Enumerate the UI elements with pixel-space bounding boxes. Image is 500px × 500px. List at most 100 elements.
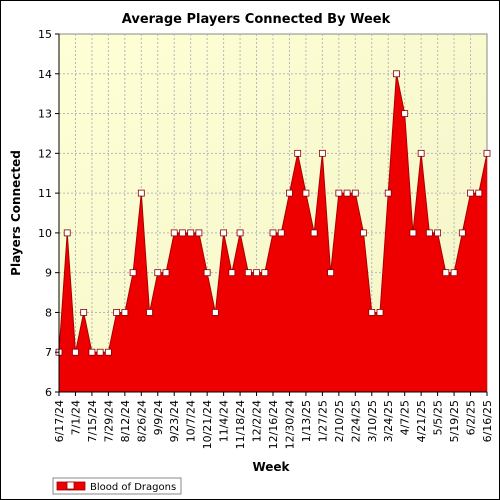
y-tick-label: 8 bbox=[45, 306, 52, 319]
x-tick-label: 12/2/24 bbox=[251, 400, 264, 442]
x-tick-label: 10/7/24 bbox=[185, 400, 198, 442]
y-tick-label: 13 bbox=[38, 108, 52, 121]
series-0 bbox=[55, 70, 491, 392]
x-tick-label: 11/18/24 bbox=[234, 400, 247, 449]
data-point bbox=[203, 269, 211, 277]
data-point bbox=[228, 269, 236, 277]
x-tick-label: 6/2/25 bbox=[465, 400, 478, 435]
data-point bbox=[220, 229, 228, 237]
y-tick-label: 14 bbox=[38, 68, 52, 81]
data-point bbox=[195, 229, 203, 237]
data-point bbox=[80, 309, 88, 316]
y-tick-label: 12 bbox=[38, 147, 52, 160]
data-point bbox=[104, 348, 112, 356]
series-layer bbox=[55, 70, 491, 392]
y-axis-title: Players Connected bbox=[9, 150, 23, 276]
x-tick-label: 3/24/25 bbox=[382, 400, 395, 442]
x-tick-label: 7/1/24 bbox=[69, 400, 82, 435]
x-tick-label: 4/7/25 bbox=[399, 400, 412, 435]
data-point bbox=[310, 229, 318, 237]
data-point bbox=[343, 189, 351, 197]
data-point bbox=[368, 309, 376, 316]
data-point bbox=[467, 189, 474, 197]
data-point bbox=[483, 149, 491, 157]
y-tick-label: 10 bbox=[38, 227, 52, 240]
data-point bbox=[244, 269, 252, 277]
legend-marker bbox=[66, 481, 75, 490]
data-point bbox=[146, 309, 153, 316]
x-tick-label: 12/16/24 bbox=[267, 400, 280, 449]
data-point bbox=[113, 309, 121, 316]
data-point bbox=[327, 269, 335, 277]
x-tick-label: 1/13/25 bbox=[300, 400, 313, 442]
y-tick-label: 9 bbox=[45, 267, 52, 280]
x-tick-label: 9/9/24 bbox=[152, 400, 165, 435]
x-tick-label: 12/30/24 bbox=[283, 400, 296, 449]
x-tick-label: 6/16/25 bbox=[481, 400, 494, 442]
data-point bbox=[269, 229, 277, 237]
y-tick-label: 15 bbox=[38, 28, 52, 41]
legend: Blood of Dragons bbox=[52, 477, 182, 495]
data-point bbox=[170, 229, 178, 237]
data-point bbox=[376, 309, 384, 316]
data-point bbox=[458, 229, 466, 237]
data-point bbox=[409, 229, 417, 237]
data-point bbox=[401, 110, 409, 117]
y-tick-label: 11 bbox=[38, 187, 52, 200]
data-point bbox=[302, 189, 310, 197]
data-point bbox=[335, 189, 343, 197]
x-tick-label: 2/10/25 bbox=[333, 400, 346, 442]
data-point bbox=[187, 229, 195, 237]
data-point bbox=[179, 229, 186, 237]
x-tick-label: 7/29/24 bbox=[102, 400, 115, 442]
data-point bbox=[360, 229, 367, 237]
x-tick-label: 4/21/25 bbox=[415, 400, 428, 442]
data-point bbox=[129, 269, 137, 277]
data-point bbox=[277, 229, 285, 237]
data-point bbox=[442, 269, 450, 277]
y-tick-label: 7 bbox=[45, 346, 52, 359]
data-point bbox=[236, 229, 244, 237]
data-point bbox=[96, 348, 104, 356]
data-point bbox=[393, 70, 400, 78]
data-point bbox=[253, 269, 260, 277]
x-tick-label: 8/12/24 bbox=[119, 400, 132, 442]
data-point bbox=[137, 189, 145, 197]
data-point bbox=[450, 269, 458, 277]
axes: 6 7 8 9 10 11 12 13 14 15 6/17/24 7/1/24 7/15/24 7/29… bbox=[38, 28, 494, 449]
data-point bbox=[72, 348, 79, 356]
data-point bbox=[425, 229, 433, 237]
x-tick-label: 8/26/24 bbox=[135, 400, 148, 442]
x-tick-label: 11/4/24 bbox=[218, 400, 231, 442]
data-point bbox=[88, 348, 96, 356]
data-point bbox=[318, 149, 326, 157]
data-point bbox=[417, 149, 425, 157]
data-point bbox=[211, 309, 219, 316]
legend-label: Blood of Dragons bbox=[90, 482, 176, 493]
data-point bbox=[261, 269, 269, 277]
x-axis-title: Week bbox=[252, 460, 290, 474]
x-tick-label: 5/5/25 bbox=[432, 400, 445, 435]
chart-title: Average Players Connected By Week bbox=[122, 12, 391, 27]
x-tick-label: 6/17/24 bbox=[53, 400, 66, 442]
x-tick-label: 3/10/25 bbox=[366, 400, 379, 442]
x-tick-label: 5/19/25 bbox=[448, 400, 461, 442]
x-tick-label: 7/15/24 bbox=[86, 400, 99, 442]
x-tick-label: 10/21/24 bbox=[201, 400, 214, 449]
data-point bbox=[294, 149, 302, 157]
data-point bbox=[121, 309, 129, 316]
y-tick-label: 6 bbox=[45, 386, 52, 399]
data-point bbox=[154, 269, 162, 277]
x-tick-label: 2/24/25 bbox=[349, 400, 362, 442]
data-point bbox=[434, 229, 442, 237]
x-tick-label: 9/23/24 bbox=[168, 400, 181, 442]
data-point bbox=[63, 229, 71, 237]
data-point bbox=[162, 269, 170, 277]
data-point bbox=[286, 189, 293, 197]
data-point bbox=[351, 189, 359, 197]
x-tick-label: 1/27/25 bbox=[316, 400, 329, 442]
data-point bbox=[384, 189, 392, 197]
data-point bbox=[475, 189, 483, 197]
